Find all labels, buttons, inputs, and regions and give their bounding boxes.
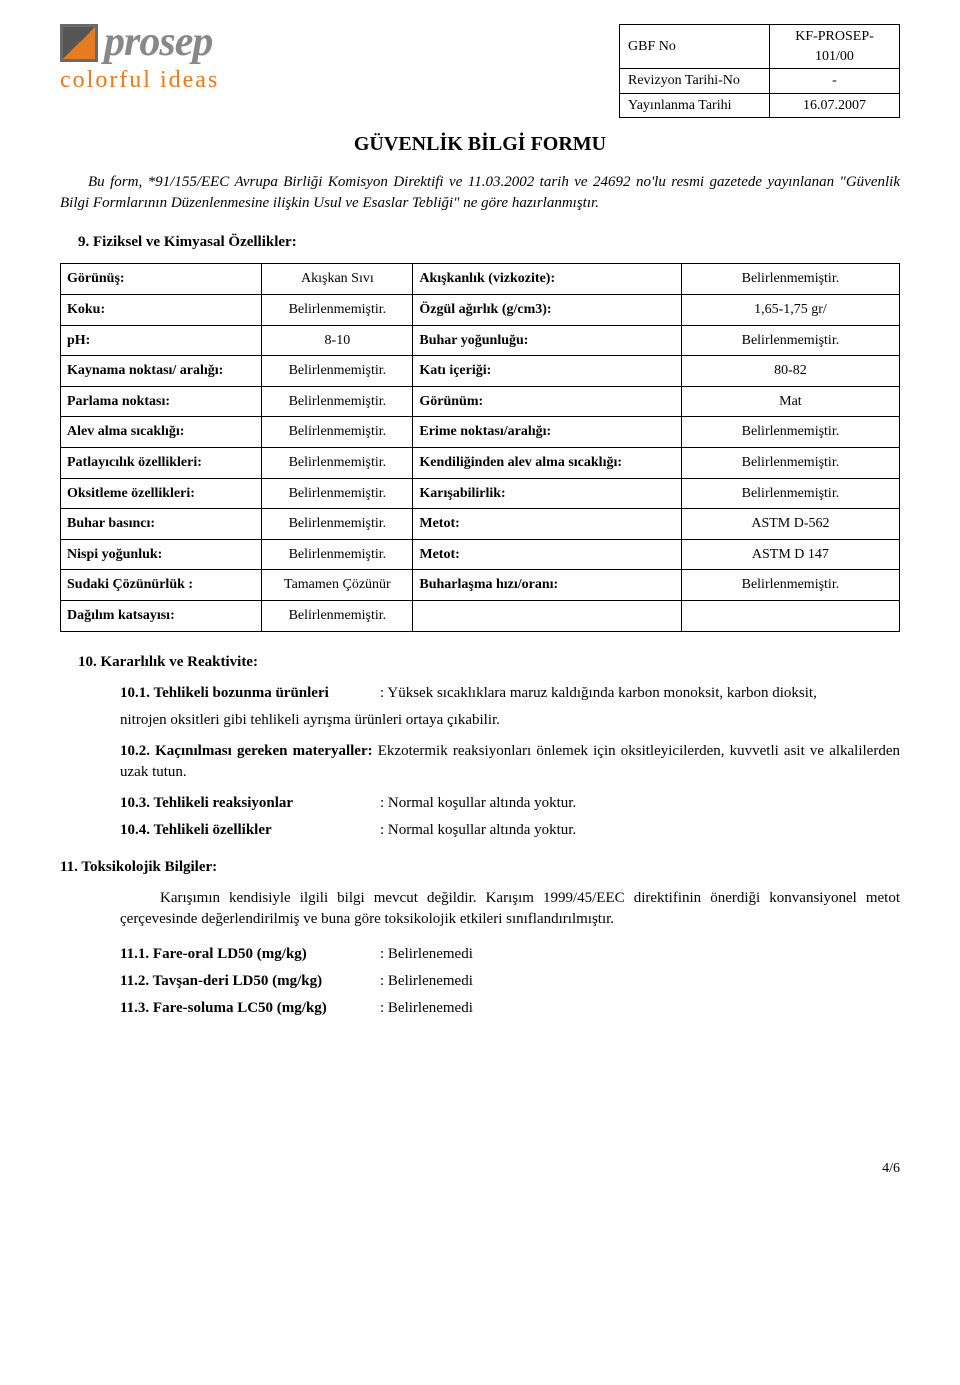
prop-label-2: Buharlaşma hızı/oranı: bbox=[413, 570, 681, 601]
prop-label-1: Dağılım katsayısı: bbox=[61, 600, 262, 631]
prop-value-2: Belirlenmemiştir. bbox=[681, 264, 899, 295]
prop-value-2: 1,65-1,75 gr/ bbox=[681, 294, 899, 325]
table-row: Oksitleme özellikleri:Belirlenmemiştir.K… bbox=[61, 478, 900, 509]
prop-value-2 bbox=[681, 600, 899, 631]
prop-value-1: Belirlenmemiştir. bbox=[262, 356, 413, 387]
meta-gbf-label: GBF No bbox=[620, 25, 770, 69]
s11-2-key: 11.2. Tavşan-deri LD50 (mg/kg) bbox=[120, 971, 380, 992]
s11-3-val: : Belirlenemedi bbox=[380, 998, 900, 1019]
table-row: Nispi yoğunluk:Belirlenmemiştir.Metot:AS… bbox=[61, 539, 900, 570]
s11-1-key: 11.1. Fare-oral LD50 (mg/kg) bbox=[120, 944, 380, 965]
s11-1-val: : Belirlenemedi bbox=[380, 944, 900, 965]
prop-label-2: Katı içeriği: bbox=[413, 356, 681, 387]
table-row: Patlayıcılık özellikleri:Belirlenmemişti… bbox=[61, 447, 900, 478]
meta-rev-label: Revizyon Tarihi-No bbox=[620, 69, 770, 94]
prop-value-1: Belirlenmemiştir. bbox=[262, 478, 413, 509]
prop-label-2: Metot: bbox=[413, 539, 681, 570]
prop-label-2: Akışkanlık (vizkozite): bbox=[413, 264, 681, 295]
prop-label-1: pH: bbox=[61, 325, 262, 356]
s11-paragraph: Karışımın kendisiyle ilgili bilgi mevcut… bbox=[120, 888, 900, 930]
table-row: Kaynama noktası/ aralığı:Belirlenmemişti… bbox=[61, 356, 900, 387]
prop-label-1: Sudaki Çözünürlük : bbox=[61, 570, 262, 601]
prop-label-1: Koku: bbox=[61, 294, 262, 325]
s10-3-val: : Normal koşullar altında yoktur. bbox=[380, 793, 900, 814]
table-row: Parlama noktası:Belirlenmemiştir.Görünüm… bbox=[61, 386, 900, 417]
meta-gbf-value: KF-PROSEP-101/00 bbox=[770, 25, 900, 69]
prop-value-1: Belirlenmemiştir. bbox=[262, 294, 413, 325]
prop-value-2: Belirlenmemiştir. bbox=[681, 570, 899, 601]
table-row: Dağılım katsayısı:Belirlenmemiştir. bbox=[61, 600, 900, 631]
s10-3-key: 10.3. Tehlikeli reaksiyonlar bbox=[120, 793, 380, 814]
prop-value-1: Akışkan Sıvı bbox=[262, 264, 413, 295]
prop-value-2: 80-82 bbox=[681, 356, 899, 387]
prop-value-1: Belirlenmemiştir. bbox=[262, 447, 413, 478]
table-row: pH:8-10Buhar yoğunluğu:Belirlenmemiştir. bbox=[61, 325, 900, 356]
table-row: Alev alma sıcaklığı:Belirlenmemiştir.Eri… bbox=[61, 417, 900, 448]
section-10-heading: 10. Kararlılık ve Reaktivite: bbox=[78, 652, 900, 673]
prop-value-1: Belirlenmemiştir. bbox=[262, 386, 413, 417]
s10-1-extra: nitrojen oksitleri gibi tehlikeli ayrışm… bbox=[120, 710, 900, 731]
s10-2-lead: 10.2. Kaçınılması gereken materyaller: bbox=[120, 743, 373, 759]
meta-pub-value: 16.07.2007 bbox=[770, 93, 900, 118]
meta-rev-value: - bbox=[770, 69, 900, 94]
page-number: 4/6 bbox=[60, 1159, 900, 1179]
s10-4-key: 10.4. Tehlikeli özellikler bbox=[120, 820, 380, 841]
table-row: Görünüş:Akışkan SıvıAkışkanlık (vizkozit… bbox=[61, 264, 900, 295]
s11-3-key: 11.3. Fare-soluma LC50 (mg/kg) bbox=[120, 998, 380, 1019]
prop-value-1: Belirlenmemiştir. bbox=[262, 600, 413, 631]
prop-label-2: Görünüm: bbox=[413, 386, 681, 417]
prop-label-1: Görünüş: bbox=[61, 264, 262, 295]
document-title: GÜVENLİK BİLGİ FORMU bbox=[60, 130, 900, 158]
prop-label-2: Karışabilirlik: bbox=[413, 478, 681, 509]
s10-4-val: : Normal koşullar altında yoktur. bbox=[380, 820, 900, 841]
s11-2-val: : Belirlenemedi bbox=[380, 971, 900, 992]
table-row: Koku:Belirlenmemiştir.Özgül ağırlık (g/c… bbox=[61, 294, 900, 325]
section-11-body: 11.1. Fare-oral LD50 (mg/kg) : Belirlene… bbox=[120, 944, 900, 1019]
prop-value-1: Tamamen Çözünür bbox=[262, 570, 413, 601]
prop-label-2 bbox=[413, 600, 681, 631]
prop-label-1: Buhar basıncı: bbox=[61, 509, 262, 540]
section-11-heading: 11. Toksikolojik Bilgiler: bbox=[60, 857, 900, 878]
section-10-body: 10.1. Tehlikeli bozunma ürünleri : Yükse… bbox=[120, 683, 900, 841]
prop-value-2: ASTM D-562 bbox=[681, 509, 899, 540]
prop-value-2: Belirlenmemiştir. bbox=[681, 478, 899, 509]
prop-label-2: Özgül ağırlık (g/cm3): bbox=[413, 294, 681, 325]
prop-value-2: Mat bbox=[681, 386, 899, 417]
logo-tagline: colorful ideas bbox=[60, 64, 219, 98]
prop-label-1: Alev alma sıcaklığı: bbox=[61, 417, 262, 448]
header: prosep colorful ideas GBF No KF-PROSEP-1… bbox=[60, 24, 900, 118]
prop-value-1: Belirlenmemiştir. bbox=[262, 509, 413, 540]
meta-pub-label: Yayınlanma Tarihi bbox=[620, 93, 770, 118]
section-9-heading: 9. Fiziksel ve Kimyasal Özellikler: bbox=[78, 232, 900, 253]
prop-value-2: ASTM D 147 bbox=[681, 539, 899, 570]
prop-label-1: Patlayıcılık özellikleri: bbox=[61, 447, 262, 478]
prop-value-1: Belirlenmemiştir. bbox=[262, 417, 413, 448]
prop-label-2: Kendiliğinden alev alma sıcaklığı: bbox=[413, 447, 681, 478]
table-row: Buhar basıncı:Belirlenmemiştir.Metot:AST… bbox=[61, 509, 900, 540]
prop-label-1: Oksitleme özellikleri: bbox=[61, 478, 262, 509]
logo-icon bbox=[60, 24, 98, 62]
prop-label-2: Erime noktası/aralığı: bbox=[413, 417, 681, 448]
s10-1-val: : Yüksek sıcaklıklara maruz kaldığında k… bbox=[380, 683, 900, 704]
s10-2: 10.2. Kaçınılması gereken materyaller: E… bbox=[120, 741, 900, 783]
prop-label-2: Metot: bbox=[413, 509, 681, 540]
properties-table: Görünüş:Akışkan SıvıAkışkanlık (vizkozit… bbox=[60, 263, 900, 631]
s10-1-key: 10.1. Tehlikeli bozunma ürünleri bbox=[120, 683, 380, 704]
logo-name: prosep bbox=[104, 24, 212, 62]
prop-value-2: Belirlenmemiştir. bbox=[681, 417, 899, 448]
prop-label-2: Buhar yoğunluğu: bbox=[413, 325, 681, 356]
prop-label-1: Kaynama noktası/ aralığı: bbox=[61, 356, 262, 387]
prop-label-1: Nispi yoğunluk: bbox=[61, 539, 262, 570]
prop-label-1: Parlama noktası: bbox=[61, 386, 262, 417]
prop-value-1: Belirlenmemiştir. bbox=[262, 539, 413, 570]
prop-value-2: Belirlenmemiştir. bbox=[681, 325, 899, 356]
intro-paragraph: Bu form, *91/155/EEC Avrupa Birliği Komi… bbox=[60, 172, 900, 214]
prop-value-2: Belirlenmemiştir. bbox=[681, 447, 899, 478]
meta-table: GBF No KF-PROSEP-101/00 Revizyon Tarihi-… bbox=[619, 24, 900, 118]
prop-value-1: 8-10 bbox=[262, 325, 413, 356]
logo-block: prosep colorful ideas bbox=[60, 24, 219, 98]
table-row: Sudaki Çözünürlük :Tamamen ÇözünürBuharl… bbox=[61, 570, 900, 601]
